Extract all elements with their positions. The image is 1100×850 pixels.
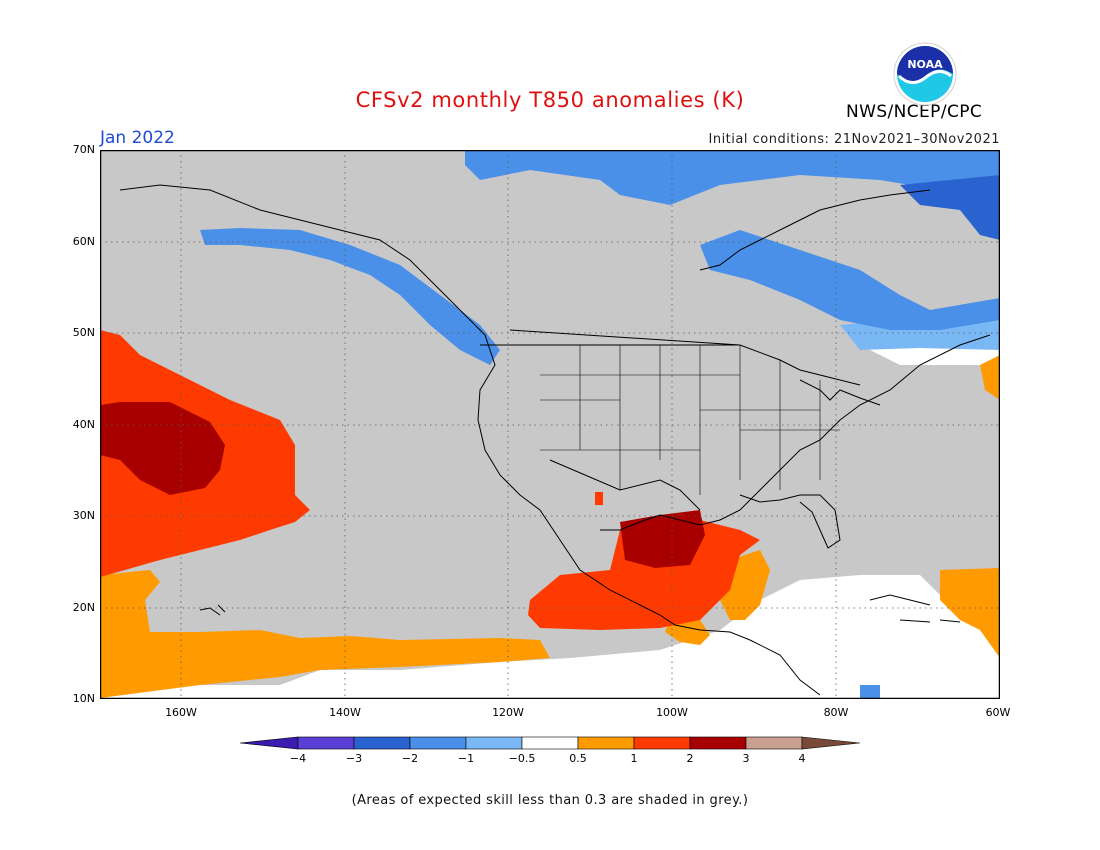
colorbar-swatch (521, 736, 579, 750)
colorbar-swatch (465, 736, 523, 750)
state-borders (540, 345, 840, 495)
anomaly-map (100, 150, 1000, 699)
colorbar (240, 736, 861, 750)
colorbar-tick-label: −2 (401, 752, 419, 765)
colorbar-tick-label: 0.5 (569, 752, 587, 765)
organization-label: NWS/NCEP/CPC (846, 102, 983, 122)
colorbar-tick-label: −3 (345, 752, 363, 765)
initial-conditions-label: Initial conditions: 21Nov2021–30Nov2021 (708, 132, 1000, 147)
colorbar-swatch (745, 736, 803, 750)
chart-title: CFSv2 monthly T850 anomalies (K) (355, 88, 745, 112)
lat-label-40n: 40N (72, 418, 95, 431)
colorbar-swatch-max (801, 736, 861, 750)
colorbar-swatch (409, 736, 467, 750)
colorbar-swatch (633, 736, 691, 750)
coastlines (119, 184, 991, 696)
lon-label-120w: 120W (492, 706, 524, 719)
lon-label-80w: 80W (823, 706, 849, 719)
lon-label-140w: 140W (329, 706, 361, 719)
lat-label-20n: 20N (72, 601, 95, 614)
anomaly-neg2-to-neg3 (900, 175, 1000, 240)
lat-label-50n: 50N (72, 326, 95, 339)
lon-label-100w: 100W (656, 706, 688, 719)
skill-note: (Areas of expected skill less than 0.3 a… (351, 793, 749, 808)
forecast-period: Jan 2022 (100, 128, 175, 148)
lon-label-160w: 160W (165, 706, 197, 719)
colorbar-tick-label: −1 (457, 752, 475, 765)
colorbar-swatch (297, 736, 355, 750)
colorbar-tick-label: −4 (289, 752, 307, 765)
lat-label-10n: 10N (72, 692, 95, 705)
map-frame (100, 150, 1000, 699)
lat-label-30n: 30N (72, 509, 95, 522)
lat-label-70n: 70N (72, 143, 95, 156)
colorbar-tick-label: 1 (630, 752, 638, 765)
colorbar-swatch (577, 736, 635, 750)
colorbar-swatch (689, 736, 747, 750)
lon-label-60w: 60W (985, 706, 1011, 719)
colorbar-tick-label: 2 (686, 752, 694, 765)
graticule (100, 150, 1000, 699)
lat-label-60n: 60N (72, 235, 95, 248)
colorbar-tick-label: 3 (742, 752, 750, 765)
colorbar-tick-label: 4 (798, 752, 806, 765)
logo-text: NOAA (907, 58, 943, 71)
colorbar-swatch-min (240, 736, 299, 750)
colorbar-swatch (353, 736, 411, 750)
colorbar-tick-label: −0.5 (508, 752, 536, 765)
anomaly-neg1-to-neg2 (200, 150, 1000, 699)
noaa-logo: NOAA (893, 42, 957, 106)
